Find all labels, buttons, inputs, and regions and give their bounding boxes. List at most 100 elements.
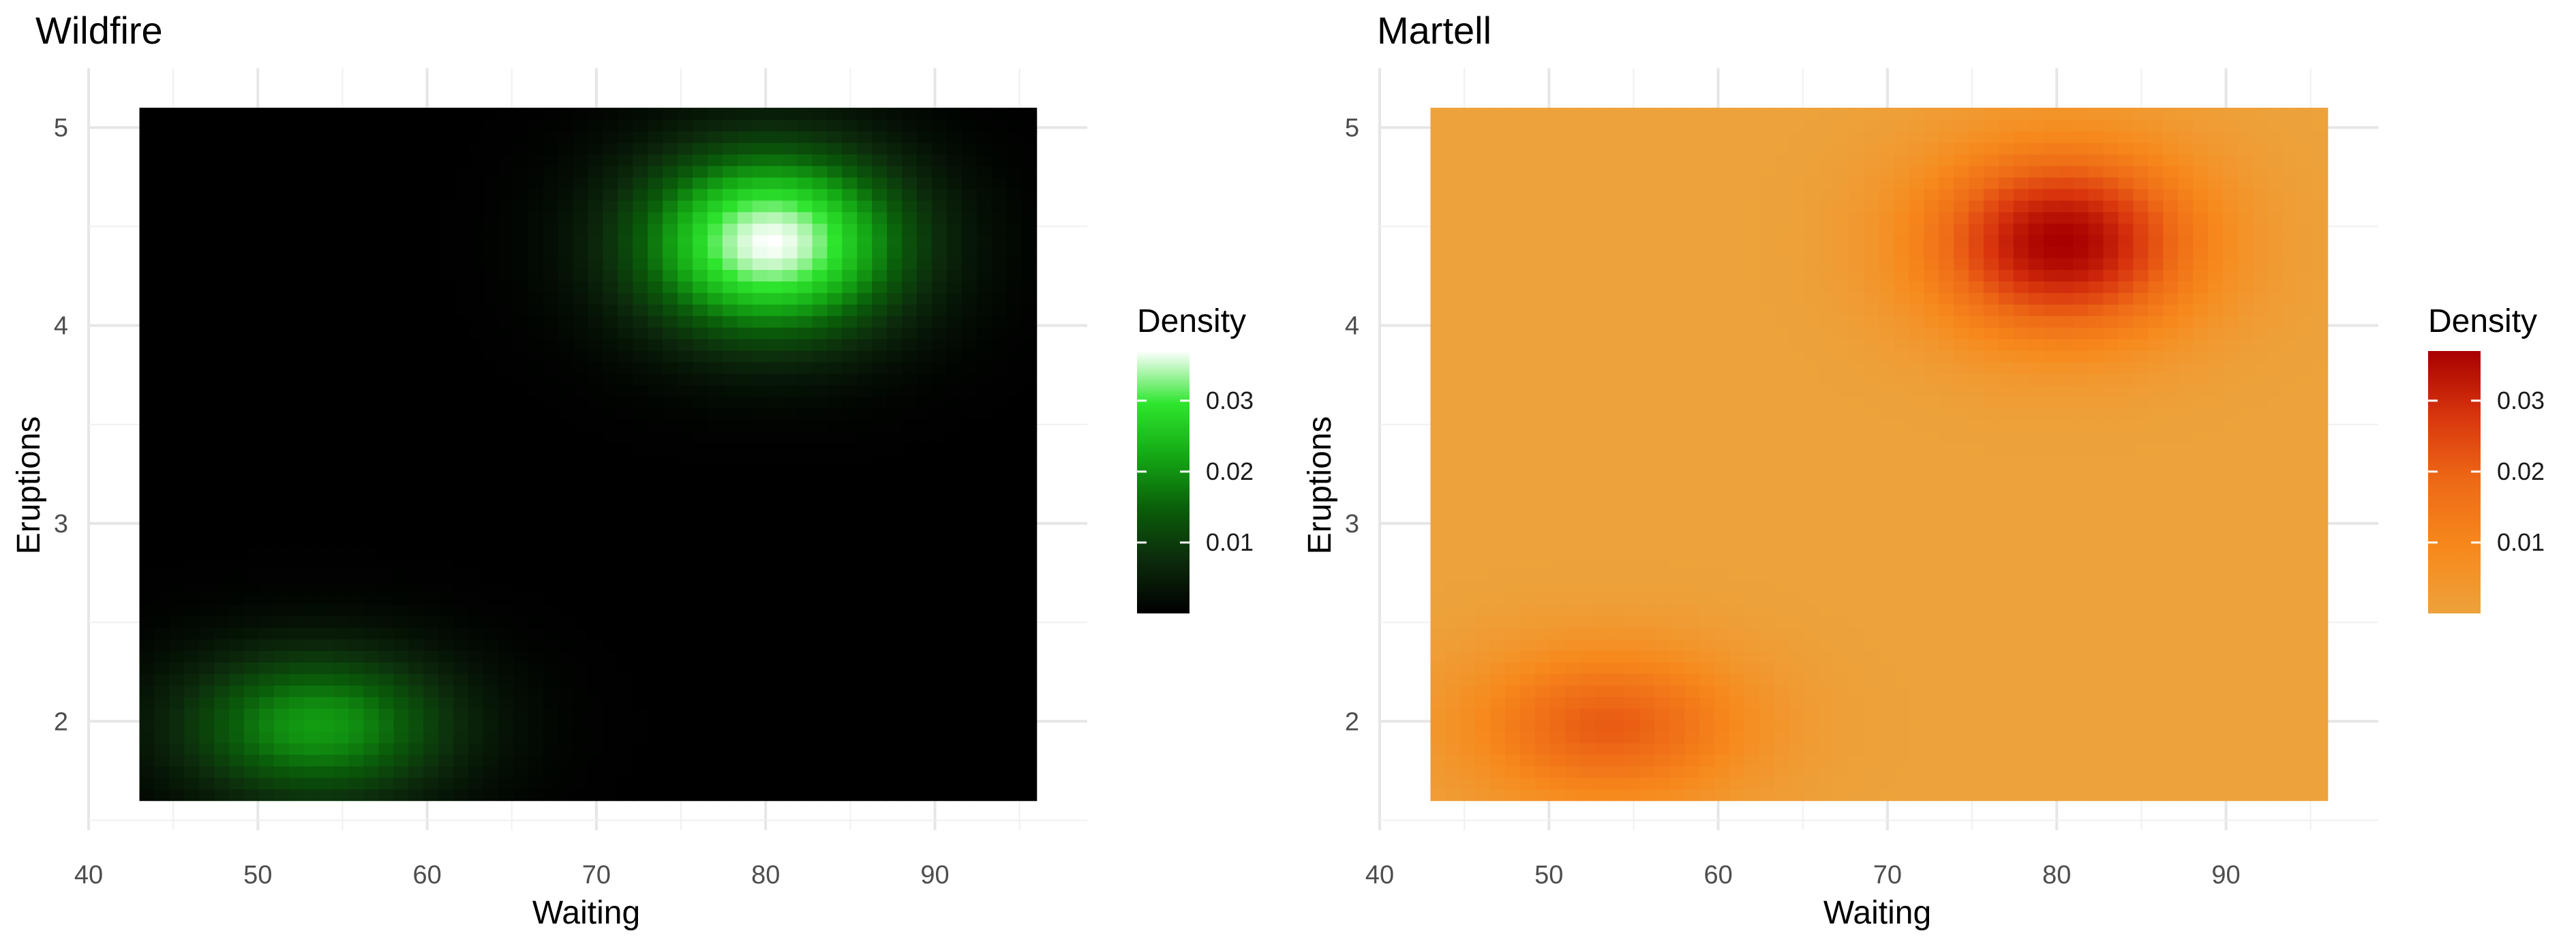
heatmap-cell — [1535, 639, 1551, 652]
heatmap-cell — [348, 419, 365, 432]
heatmap-cell — [214, 142, 230, 155]
heatmap-cell — [842, 489, 858, 501]
heatmap-cell — [678, 234, 693, 247]
heatmap-cell — [588, 200, 604, 213]
heatmap-cell — [976, 639, 992, 652]
heatmap-cell — [1714, 673, 1730, 686]
heatmap-cell — [363, 673, 380, 686]
heatmap-cell — [812, 315, 828, 328]
heatmap-cell — [1654, 639, 1671, 652]
heatmap-cell — [1654, 153, 1671, 166]
heatmap-cell — [318, 696, 335, 709]
heatmap-cell — [1639, 662, 1656, 674]
heatmap-cell — [543, 673, 559, 686]
heatmap-cell — [946, 707, 963, 720]
heatmap-cell — [812, 292, 828, 305]
heatmap-cell — [1639, 292, 1656, 305]
heatmap-cell — [946, 777, 963, 790]
heatmap-cell — [244, 234, 260, 247]
heatmap-cell — [857, 696, 873, 709]
heatmap-cell — [363, 292, 380, 305]
heatmap-cell — [1520, 200, 1536, 213]
heatmap-cell — [1624, 304, 1641, 316]
heatmap-cell — [872, 789, 888, 802]
heatmap-cell — [1639, 754, 1656, 767]
heatmap-cell — [1609, 408, 1626, 421]
heatmap-cell — [767, 142, 783, 155]
heatmap-cell — [468, 696, 484, 709]
x-tick-label: 80 — [751, 861, 780, 889]
heatmap-cell — [363, 569, 380, 582]
heatmap-cell — [976, 396, 992, 409]
heatmap-cell — [303, 742, 320, 755]
heatmap-cell — [976, 754, 992, 767]
heatmap-cell — [468, 177, 484, 189]
heatmap-cell — [244, 673, 260, 686]
heatmap-cell — [318, 188, 335, 201]
heatmap-cell — [678, 142, 693, 155]
heatmap-cell — [468, 789, 484, 802]
heatmap-cell — [303, 754, 320, 767]
heatmap-cell — [318, 153, 335, 166]
heatmap-cell — [528, 292, 544, 305]
heatmap-cell — [1594, 223, 1611, 236]
heatmap-cell — [1549, 569, 1566, 582]
heatmap-cell — [184, 742, 200, 755]
heatmap-cell — [872, 650, 888, 663]
heatmap-cell — [752, 673, 768, 686]
heatmap-cell — [423, 442, 439, 455]
heatmap-cell — [663, 685, 678, 697]
heatmap-cell — [857, 246, 873, 259]
heatmap-cell — [423, 650, 439, 663]
heatmap-cell — [1490, 673, 1506, 686]
heatmap-cell — [273, 326, 290, 339]
heatmap-cell — [693, 234, 708, 247]
heatmap-cell — [1564, 200, 1581, 213]
heatmap-cell — [737, 534, 753, 547]
heatmap-cell — [693, 223, 708, 236]
heatmap-cell — [438, 130, 454, 143]
heatmap-cell — [139, 246, 155, 259]
heatmap-cell — [288, 466, 305, 478]
heatmap-cell — [1564, 338, 1581, 351]
heatmap-cell — [1021, 234, 1037, 247]
heatmap-cell — [169, 650, 185, 663]
heatmap-cell — [1490, 315, 1506, 328]
heatmap-cell — [543, 615, 559, 628]
heatmap-cell — [1460, 454, 1476, 466]
heatmap-cell — [363, 731, 380, 744]
heatmap-cell — [976, 765, 992, 778]
heatmap-cell — [767, 696, 783, 709]
heatmap-cell — [827, 685, 843, 697]
heatmap-cell — [393, 142, 410, 155]
heatmap-cell — [363, 408, 380, 421]
heatmap-cell — [917, 165, 933, 178]
heatmap-cell — [273, 396, 290, 409]
heatmap-cell — [872, 350, 888, 363]
heatmap-cell — [1684, 558, 1701, 570]
heatmap-cell — [812, 119, 828, 132]
heatmap-cell — [1445, 500, 1461, 513]
heatmap-cell — [438, 419, 454, 432]
heatmap-cell — [543, 466, 559, 478]
heatmap-cell — [1535, 188, 1551, 201]
heatmap-cell — [139, 338, 155, 351]
heatmap-cell — [229, 142, 245, 155]
heatmap-cell — [737, 662, 753, 674]
heatmap-cell — [1684, 211, 1701, 224]
heatmap-cell — [842, 639, 858, 652]
heatmap-cell — [573, 627, 589, 640]
heatmap-cell — [498, 350, 514, 363]
heatmap-cell — [1609, 454, 1626, 466]
heatmap-cell — [438, 615, 454, 628]
heatmap-cell — [1669, 511, 1686, 524]
heatmap-cell — [1594, 569, 1611, 582]
heatmap-cell — [1639, 304, 1656, 316]
heatmap-cell — [318, 177, 335, 189]
heatmap-cell — [528, 754, 544, 767]
heatmap-cell — [693, 569, 708, 582]
heatmap-cell — [573, 408, 589, 421]
heatmap-cell — [842, 269, 858, 281]
heatmap-cell — [273, 292, 290, 305]
heatmap-cell — [1579, 258, 1596, 271]
